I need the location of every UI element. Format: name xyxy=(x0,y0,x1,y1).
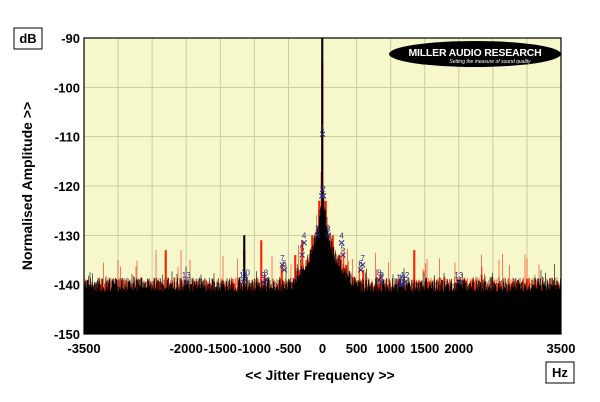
series-black-spectrum xyxy=(84,38,561,334)
y-unit-label: dB xyxy=(19,31,36,46)
x-unit-box: Hz xyxy=(545,361,575,384)
peak-marker-label: 6 xyxy=(282,259,287,268)
miller-audio-research-logo: MILLER AUDIO RESEARCH Setting the measur… xyxy=(389,41,561,67)
peak-marker: 5 xyxy=(299,244,305,258)
peak-marker: 13 xyxy=(182,271,191,286)
peak-marker-layer: 1311109876543212345678910111213 xyxy=(182,123,464,288)
peak-marker: 10 xyxy=(396,274,406,288)
y-tick-label: -150 xyxy=(54,327,80,342)
x-tick-label: -1000 xyxy=(238,341,271,356)
peak-marker: 5 xyxy=(340,244,346,258)
peak-marker: 9 xyxy=(378,271,385,286)
peak-marker-label: 4 xyxy=(339,232,344,241)
peak-marker-label: 8 xyxy=(264,269,269,278)
y-axis-title: Normalised Amplitude >> xyxy=(19,102,35,270)
x-tick-label: -500 xyxy=(275,341,301,356)
peak-marker: 4 xyxy=(301,232,307,246)
peak-marker-label: 13 xyxy=(454,271,463,280)
y-tick-labels: -150 -140 -130 -120 -110 -100 -90 xyxy=(54,31,80,342)
peak-marker: 1 xyxy=(319,123,326,138)
x-tick-label: -3500 xyxy=(67,341,100,356)
peak-marker-label: 10 xyxy=(241,269,250,278)
peak-marker-label: 9 xyxy=(261,271,266,280)
peak-marker: 12 xyxy=(400,271,410,286)
peak-marker-label: 3 xyxy=(326,224,331,233)
plot-frame xyxy=(83,37,562,335)
peak-marker-label: 11 xyxy=(239,271,248,280)
logo-name: MILLER AUDIO RESEARCH xyxy=(408,47,541,59)
y-tick-label: -120 xyxy=(54,179,80,194)
peak-marker-label: 12 xyxy=(400,271,409,280)
peak-marker-label: 13 xyxy=(182,271,191,280)
y-tick-label: -100 xyxy=(54,80,80,95)
x-unit-label: Hz xyxy=(552,365,568,380)
peak-marker: 13 xyxy=(454,271,464,286)
x-tick-label: 1500 xyxy=(410,341,439,356)
y-tick-label: -130 xyxy=(54,228,80,243)
peak-marker: 2 xyxy=(318,185,325,199)
logo-tagline: Setting the measure of sound quality xyxy=(449,59,531,65)
y-unit-box: dB xyxy=(13,27,43,50)
peak-marker-label: 4 xyxy=(302,232,307,241)
x-axis-title: << Jitter Frequency >> xyxy=(245,367,394,383)
peak-marker: 7 xyxy=(359,254,366,268)
peak-marker: 2 xyxy=(320,185,327,199)
y-tick-label: -90 xyxy=(61,31,80,46)
peak-marker-label: 9 xyxy=(380,271,385,280)
peak-marker-label: 10 xyxy=(396,274,405,283)
peak-marker: 6 xyxy=(281,259,288,273)
peak-marker: 3 xyxy=(314,224,321,239)
peak-marker: 8 xyxy=(263,269,269,283)
peak-marker: 7 xyxy=(279,254,286,268)
x-tick-label: 0 xyxy=(319,341,326,356)
peak-marker-label: 2 xyxy=(320,185,325,194)
peak-marker-label: 5 xyxy=(341,244,346,253)
x-tick-label: -2000 xyxy=(170,341,203,356)
x-tick-label: -1500 xyxy=(204,341,237,356)
peak-marker-label: 11 xyxy=(398,274,407,283)
peak-marker-label: 8 xyxy=(377,269,382,278)
x-tick-label: 1000 xyxy=(376,341,405,356)
peak-marker-label: 2 xyxy=(321,185,326,194)
peak-marker-label: 3 xyxy=(315,224,320,233)
peak-marker-label: 7 xyxy=(280,254,285,263)
x-tick-label: 2000 xyxy=(444,341,473,356)
y-tick-label: -140 xyxy=(54,278,80,293)
peak-marker-label: 5 xyxy=(300,244,305,253)
peak-marker-label: 7 xyxy=(360,254,365,263)
y-tick-label: -110 xyxy=(55,130,80,145)
series-layer xyxy=(84,38,561,334)
peak-marker: 10 xyxy=(241,269,250,283)
x-tick-labels: -3500 -2000 -1500 -1000 -500 0 500 1000 1500 2000… xyxy=(67,341,575,356)
peak-marker: 4 xyxy=(338,232,345,246)
peak-marker-label: 1 xyxy=(320,123,325,132)
x-tick-label: 3500 xyxy=(547,341,576,356)
x-tick-label: 500 xyxy=(346,341,368,356)
peak-marker: 3 xyxy=(325,224,332,239)
